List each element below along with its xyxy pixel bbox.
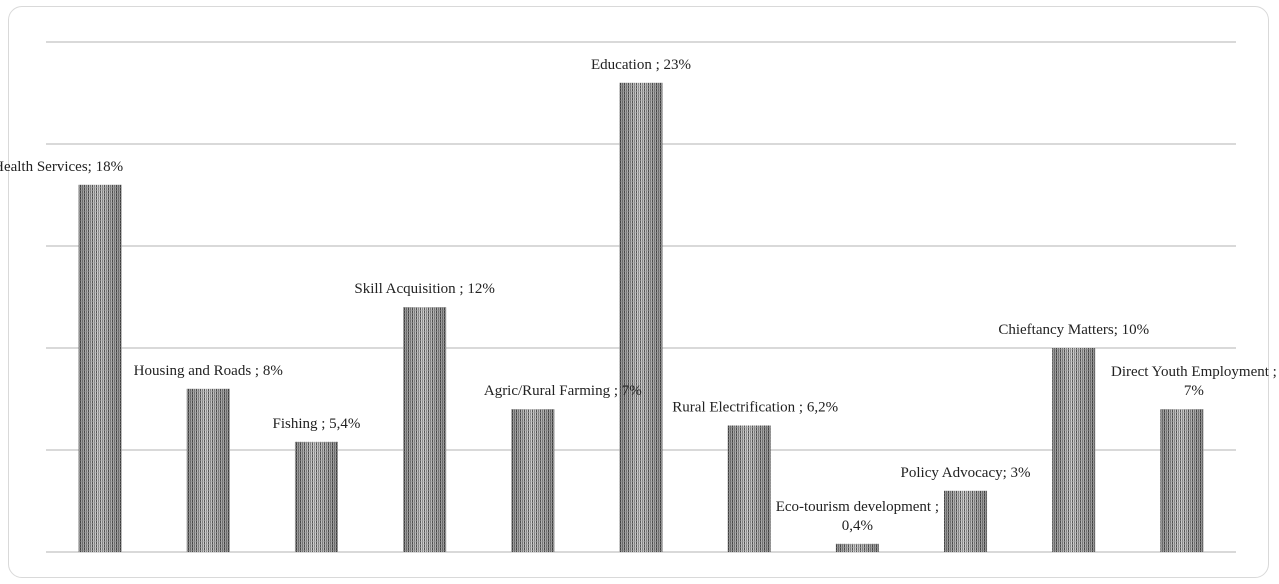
data-label: Fishing ; 5,4% <box>272 416 360 432</box>
bar-shading <box>294 441 338 552</box>
bar-shading <box>727 425 771 552</box>
data-label: Direct Youth Employment ; 7% <box>1111 364 1277 399</box>
data-label: Rural Electrification ; 6,2% <box>672 400 838 416</box>
bar-shading <box>186 388 230 552</box>
data-label: Agric/Rural Farming ; 7% <box>484 383 642 399</box>
data-label: Chieftancy Matters; 10% <box>998 322 1149 338</box>
data-label: Policy Advocacy; 3% <box>901 465 1031 481</box>
bar-shading <box>511 409 555 552</box>
bar-shading <box>619 82 663 553</box>
data-label: Education ; 23% <box>591 57 691 73</box>
data-label: Skill Acquisition ; 12% <box>354 281 494 297</box>
data-label: Eco-tourism development ; 0,4% <box>776 499 939 534</box>
bar-shading <box>835 543 879 552</box>
data-label: Health Services; 18% <box>0 159 123 175</box>
bar-shading <box>78 184 122 553</box>
bar-shading <box>1160 409 1204 552</box>
bar-shading <box>1052 348 1096 552</box>
data-label: Housing and Roads ; 8% <box>134 363 283 379</box>
bar-shading <box>944 490 988 552</box>
bar-shading <box>403 307 447 552</box>
